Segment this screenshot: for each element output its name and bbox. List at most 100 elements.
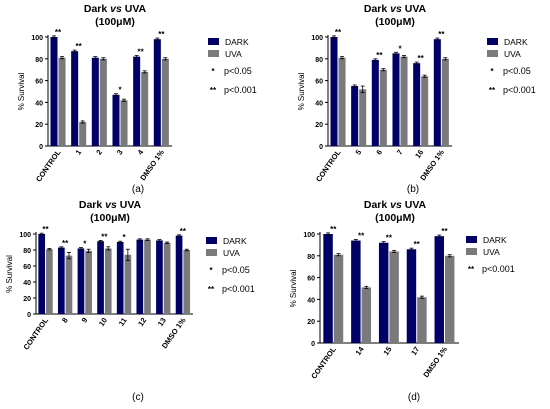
bar-uva bbox=[163, 242, 171, 314]
legend-significance-symbol: ** bbox=[468, 265, 475, 274]
chart-panel-d: Dark vs UVA(100μM) 0 20 40 60 80 100 % Survival… bbox=[289, 199, 515, 403]
significance-marker: ** bbox=[62, 239, 69, 248]
bar-uva bbox=[444, 255, 455, 343]
chart-panel-c: Dark vs UVA(100μM) 0 20 40 60 80 100 % Survival… bbox=[5, 199, 255, 403]
legend-label: UVA bbox=[225, 49, 242, 59]
y-tick-label: 20 bbox=[307, 319, 315, 326]
bar-uva bbox=[359, 89, 367, 146]
y-tick-label: 80 bbox=[35, 57, 43, 64]
x-tick-label: 4 bbox=[136, 147, 146, 156]
legend-swatch-uva bbox=[466, 248, 477, 255]
significance-marker: ** bbox=[55, 28, 62, 37]
bar-uva bbox=[79, 122, 87, 146]
chart-title: Dark vs UVA bbox=[84, 3, 147, 15]
x-tick-label: 16 bbox=[413, 148, 425, 160]
y-tick-label: 0 bbox=[311, 341, 315, 348]
bar-dark bbox=[351, 240, 361, 343]
bar-dark bbox=[112, 94, 120, 146]
bar-uva bbox=[338, 57, 346, 146]
bar-uva bbox=[333, 254, 344, 343]
x-tick-label: 15 bbox=[381, 345, 393, 357]
y-tick-label: 100 bbox=[19, 232, 31, 239]
legend-significance-symbol: ** bbox=[489, 86, 496, 95]
bar-dark bbox=[351, 86, 359, 146]
bar-dark bbox=[175, 235, 183, 314]
bar-uva bbox=[104, 248, 112, 314]
y-tick-label: 100 bbox=[303, 232, 315, 239]
significance-marker: ** bbox=[441, 227, 448, 236]
x-tick-label: CONTROL bbox=[22, 316, 51, 352]
bar-dark bbox=[156, 240, 163, 314]
y-tick-label: 60 bbox=[35, 79, 43, 86]
bar-dark bbox=[133, 56, 141, 147]
y-tick-label: 40 bbox=[315, 100, 323, 107]
bar-dark bbox=[371, 59, 379, 146]
legend-label: DARK bbox=[225, 37, 249, 47]
y-tick-label: 60 bbox=[307, 276, 315, 283]
chart-panel-a: Dark vs UVA(100μM) 0 20 40 60 80 100 % Survival… bbox=[17, 3, 257, 195]
bar-uva bbox=[141, 71, 149, 146]
y-axis-label: % Survival bbox=[17, 72, 26, 110]
x-tick-label: 17 bbox=[409, 345, 421, 357]
legend-significance-symbol: ** bbox=[210, 86, 217, 95]
y-tick-label: 20 bbox=[35, 122, 43, 129]
y-tick-label: 0 bbox=[39, 144, 43, 151]
legend-label: DARK bbox=[504, 37, 528, 47]
significance-marker: ** bbox=[42, 225, 49, 234]
bar-dark bbox=[434, 236, 444, 343]
x-tick-label: 10 bbox=[97, 316, 109, 328]
chart-subtitle: (100μM) bbox=[375, 16, 415, 28]
significance-marker: ** bbox=[330, 225, 337, 234]
bar-dark bbox=[153, 39, 161, 146]
bar-uva bbox=[120, 100, 128, 146]
panel-label: (c) bbox=[132, 392, 144, 403]
x-tick-label: 3 bbox=[115, 148, 125, 157]
y-tick-label: 40 bbox=[23, 280, 31, 287]
x-tick-label: 5 bbox=[354, 148, 364, 157]
legend-swatch-dark bbox=[208, 38, 219, 45]
x-tick-label: 9 bbox=[80, 316, 90, 325]
legend-swatch-uva bbox=[487, 50, 498, 57]
x-tick-label: 1 bbox=[74, 148, 84, 157]
chart-panel-b: Dark vs UVA(100μM) 0 20 40 60 80 100 % Survival… bbox=[297, 3, 536, 195]
bar-dark bbox=[38, 234, 46, 314]
significance-marker: ** bbox=[376, 51, 383, 60]
panel-label: (d) bbox=[408, 392, 420, 403]
legend-significance-symbol: ** bbox=[208, 285, 215, 294]
significance-marker: ** bbox=[101, 232, 108, 241]
bar-dark bbox=[323, 234, 333, 343]
significance-marker: * bbox=[398, 44, 402, 53]
x-tick-label: DMSO 1% bbox=[421, 345, 449, 379]
bar-uva bbox=[65, 255, 73, 314]
legend-swatch-dark bbox=[466, 236, 477, 243]
y-tick-label: 0 bbox=[319, 144, 323, 151]
x-tick-label: CONTROL bbox=[314, 148, 343, 184]
bar-uva bbox=[161, 58, 169, 146]
legend-significance-threshold: p<0.001 bbox=[222, 284, 255, 294]
x-tick-label: CONTROL bbox=[309, 345, 338, 381]
significance-marker: ** bbox=[138, 48, 145, 57]
bar-uva bbox=[400, 56, 408, 147]
chart-subtitle: (100μM) bbox=[95, 16, 135, 28]
chart-title: Dark vs UVA bbox=[364, 199, 427, 211]
bar-dark bbox=[406, 249, 417, 343]
bar-uva bbox=[361, 287, 372, 343]
bar-uva bbox=[441, 58, 449, 146]
y-tick-label: 60 bbox=[23, 264, 31, 271]
bar-dark bbox=[50, 37, 58, 146]
panel-label: (a) bbox=[132, 184, 144, 195]
bar-dark bbox=[136, 239, 144, 314]
bar-dark bbox=[413, 63, 421, 146]
bar-dark bbox=[91, 57, 99, 146]
y-tick-label: 40 bbox=[307, 297, 315, 304]
significance-marker: ** bbox=[358, 231, 365, 240]
significance-marker: * bbox=[122, 233, 126, 242]
significance-marker: ** bbox=[180, 227, 187, 236]
panel-label: (b) bbox=[407, 184, 419, 195]
legend-label: UVA bbox=[504, 49, 521, 59]
legend-significance-threshold: p<0.001 bbox=[482, 264, 515, 274]
y-axis-label: % Survival bbox=[297, 72, 306, 110]
bar-uva bbox=[46, 249, 53, 314]
significance-marker: ** bbox=[438, 30, 445, 39]
